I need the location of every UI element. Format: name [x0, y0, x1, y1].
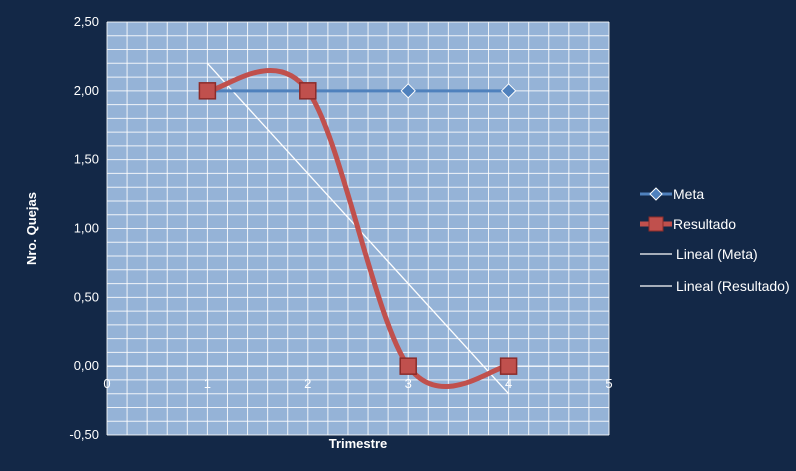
data-point-resultado — [399, 357, 417, 375]
y-axis-title: Nro. Quejas — [24, 192, 39, 265]
legend-marker-resultado — [648, 216, 664, 232]
y-tick-label: 0,50 — [74, 289, 99, 304]
y-tick-label: 2,00 — [74, 83, 99, 98]
x-tick-label: 2 — [304, 376, 311, 391]
x-tick-label: 3 — [405, 376, 412, 391]
y-tick-label: -0,50 — [69, 427, 99, 442]
data-point-resultado — [299, 82, 317, 100]
x-tick-label: 1 — [204, 376, 211, 391]
data-point-resultado — [499, 357, 518, 375]
x-tick-label: 0 — [103, 376, 110, 391]
y-tick-label: 0,00 — [74, 358, 99, 373]
tick-labels: -0,50 0,00 0,50 1,00 1,50 2,00 2,50 0 1 2 3 4 5 — [69, 14, 612, 442]
legend-label-resultado: Resultado — [673, 216, 736, 232]
y-tick-label: 2,50 — [74, 14, 99, 29]
legend-label-lineal-meta: Lineal (Meta) — [676, 246, 758, 262]
series-line-resultado — [204, 67, 512, 390]
series-layer — [198, 62, 518, 395]
x-tick-label: 5 — [605, 376, 612, 391]
x-axis-title: Trimestre — [329, 436, 388, 451]
legend: Meta Resultado Lineal (Meta) Lineal (Result… — [640, 186, 790, 294]
legend-marker-meta — [649, 187, 663, 201]
y-tick-label: 1,00 — [74, 221, 99, 236]
data-point-resultado — [198, 82, 217, 100]
y-tick-label: 1,50 — [74, 152, 99, 167]
legend-label-meta: Meta — [673, 186, 704, 202]
data-point-meta — [500, 83, 517, 99]
x-tick-label: 4 — [505, 376, 512, 391]
legend-label-lineal-resultado: Lineal (Resultado) — [676, 278, 790, 294]
data-point-meta — [400, 83, 416, 99]
